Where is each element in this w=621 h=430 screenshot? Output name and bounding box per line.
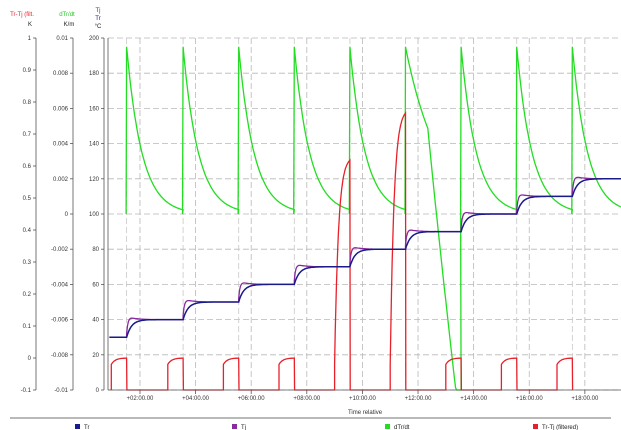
x-tick-label: +02:00.00	[127, 396, 155, 402]
legend-swatch	[533, 424, 538, 429]
y-tick-label: 180	[89, 71, 100, 77]
y-tick-label: -0.008	[51, 353, 69, 359]
legend-label: Tj	[241, 425, 246, 430]
x-tick-label: +10:00.00	[349, 396, 377, 402]
x-tick-label: +14:00.00	[460, 396, 488, 402]
y-tick-label: 0.8	[23, 100, 32, 106]
y-tick-label: -0.1	[21, 388, 32, 394]
y-tick-label: 80	[92, 247, 99, 253]
x-axis-title: Time relative	[348, 410, 383, 416]
plot-area	[109, 46, 621, 391]
legend: Tr Tj dTr/dt Tr-Tj (filtered)	[10, 417, 611, 430]
y-tick-label: 0.3	[23, 260, 32, 266]
axis-header-tr: Tr	[95, 16, 100, 22]
y-tick-label: 0.004	[53, 142, 69, 148]
legend-swatch	[232, 424, 237, 429]
y-tick-label: 0.6	[23, 164, 32, 170]
y-tick-label: 160	[89, 106, 100, 112]
y-tick-label: 100	[89, 212, 100, 218]
y-tick-label: 0.008	[53, 71, 69, 77]
y-tick-label: 0.5	[23, 196, 32, 202]
x-tick-label: +12:00.00	[405, 396, 433, 402]
y-tick-label: 1	[28, 36, 32, 42]
axis-header-dtr-unit: K/m	[64, 22, 75, 28]
grid	[108, 37, 621, 391]
series-tr	[109, 178, 621, 338]
y-tick-label: -0.006	[51, 318, 69, 324]
y-tick-label: 0.006	[53, 106, 69, 112]
y-tick-label: 60	[92, 282, 99, 288]
legend-swatch	[385, 424, 390, 429]
y-tick-label: 120	[89, 177, 100, 183]
y-tick-label: 0.002	[53, 177, 69, 183]
y-tick-label: 0.9	[23, 68, 32, 74]
y-axes: -0.1 0 0.1 0.2 0.3 0.4 0.5 0.6 0.7 0.8 0.9 1 -0.01 -0…	[21, 36, 109, 394]
axis-header-dtr: dTr/dt	[59, 12, 75, 18]
y-tick-label: 0.4	[23, 228, 32, 234]
y-tick-label: 20	[92, 353, 99, 359]
axis-header-trtj-unit: K	[28, 22, 32, 28]
y-tick-label: -0.002	[51, 247, 69, 253]
x-tick-label: +06:00.00	[238, 396, 266, 402]
y-tick-label: 140	[89, 142, 100, 148]
y-tick-label: 0.7	[23, 132, 32, 138]
legend-label: Tr-Tj (filtered)	[542, 425, 578, 430]
legend-label: dTr/dt	[394, 425, 410, 430]
y-tick-label: -0.01	[54, 388, 68, 394]
y-tick-label: 0.01	[56, 36, 68, 42]
y-tick-label: 0	[96, 388, 100, 394]
legend-swatch	[75, 424, 80, 429]
axis-header-temp-unit: °C	[95, 24, 102, 30]
y-tick-label: 0	[28, 356, 32, 362]
y-tick-label: 0	[65, 212, 69, 218]
x-tick-label: +16:00.00	[516, 396, 544, 402]
x-tick-label: +08:00.00	[293, 396, 321, 402]
x-tick-label: +04:00.00	[182, 396, 210, 402]
y-tick-label: -0.004	[51, 282, 69, 288]
x-axis: +02:00.00 +04:00.00 +06:00.00 +08:00.00 +10:…	[108, 389, 621, 402]
y-tick-label: 200	[89, 36, 100, 42]
axis-header-trtj: Tr-Tj (filt.	[10, 12, 34, 18]
series-trtj-filtered	[110, 111, 574, 391]
y-tick-label: 0.1	[23, 324, 32, 330]
x-tick-label: +18:00.00	[571, 396, 599, 402]
series-dtrdt	[125, 46, 621, 391]
y-tick-label: 0.2	[23, 292, 32, 298]
y-tick-label: 40	[92, 318, 99, 324]
legend-label: Tr	[84, 425, 89, 430]
axis-header-tj: Tj	[96, 8, 101, 14]
